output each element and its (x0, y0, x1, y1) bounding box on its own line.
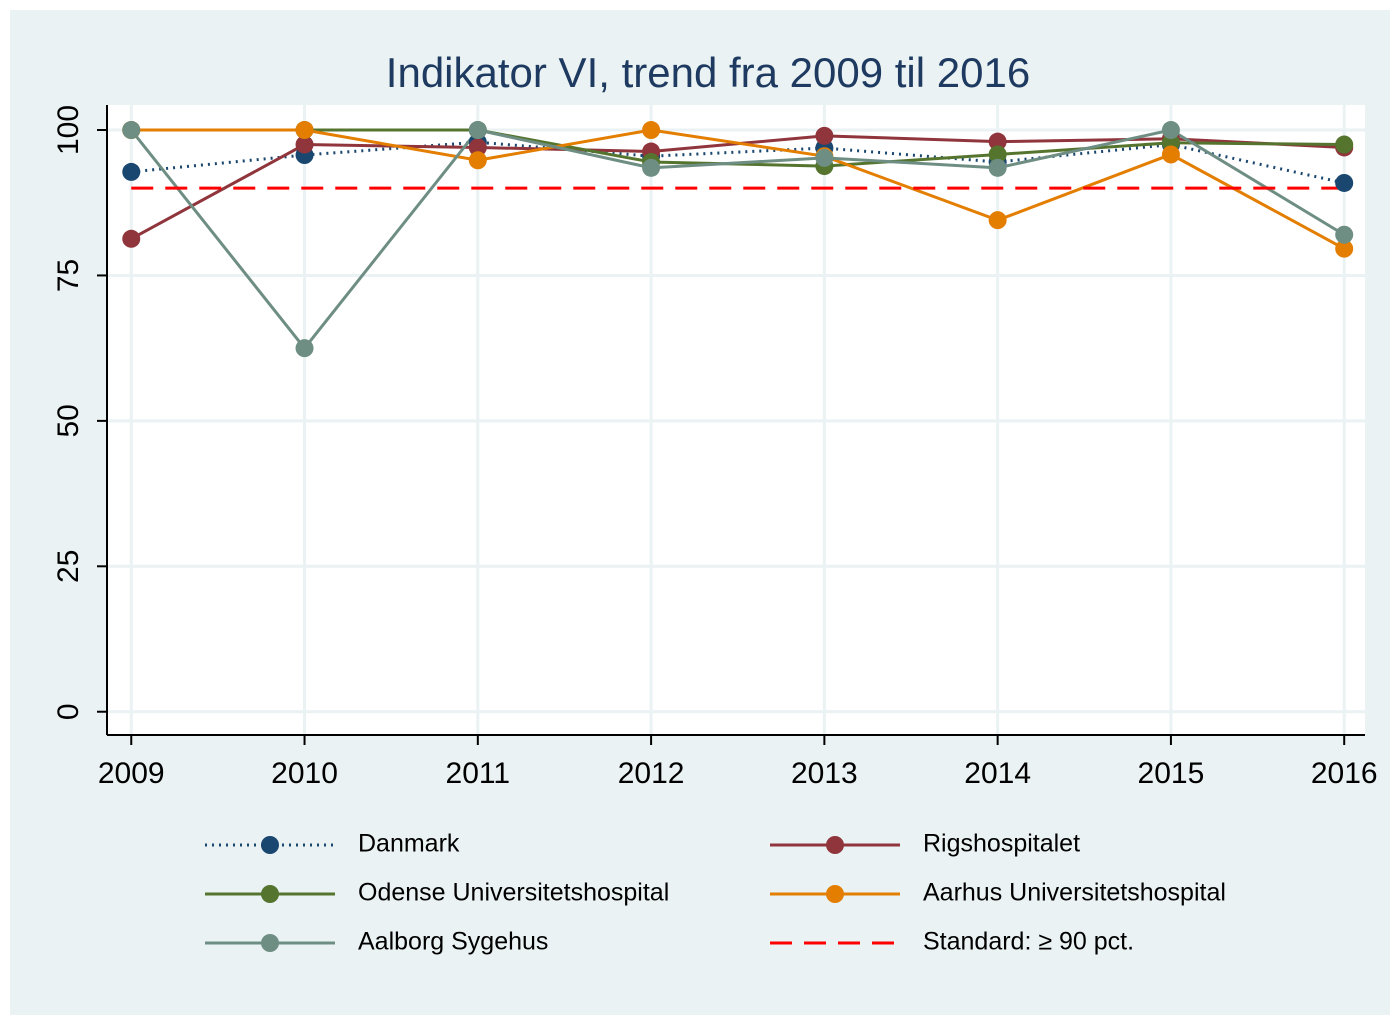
x-tick-label: 2010 (271, 757, 338, 790)
marker (815, 126, 834, 145)
marker (295, 135, 314, 154)
legend-label: Danmark (358, 830, 460, 858)
marker (295, 339, 314, 358)
x-tick-label: 2009 (98, 757, 165, 790)
x-tick-label: 2015 (1138, 757, 1205, 790)
legend-marker (826, 885, 844, 903)
marker (642, 158, 661, 177)
marker (642, 121, 661, 140)
x-tick-label: 2014 (964, 757, 1031, 790)
marker (1161, 145, 1180, 164)
marker (1335, 135, 1354, 154)
series-line (131, 140, 1345, 185)
legend-marker (261, 885, 279, 903)
marker (815, 148, 834, 167)
marker (122, 121, 141, 140)
x-tick-label: 2013 (791, 757, 858, 790)
marker (1335, 239, 1354, 258)
marker (1161, 121, 1180, 140)
marker (468, 121, 487, 140)
legend-marker (826, 836, 844, 854)
legend-label: Odense Universitetshospital (358, 879, 669, 907)
marker (295, 121, 314, 140)
y-tick-label: 25 (52, 550, 85, 583)
legend-label: Rigshospitalet (923, 830, 1080, 858)
legend-marker (261, 836, 279, 854)
marker (468, 138, 487, 157)
chart-title: Indikator VI, trend fra 2009 til 2016 (386, 49, 1030, 96)
x-tick-label: 2012 (618, 757, 685, 790)
marker (988, 145, 1007, 164)
marker (1335, 173, 1354, 192)
legend-marker (261, 934, 279, 952)
marker (988, 211, 1007, 230)
marker (1335, 225, 1354, 244)
series-line (130, 128, 1345, 351)
x-tick-label: 2016 (1311, 757, 1378, 790)
marker (988, 158, 1007, 177)
y-tick-label: 50 (52, 404, 85, 437)
series-line (131, 128, 1345, 251)
legend-label: Aalborg Sygehus (358, 928, 548, 956)
y-tick-label: 100 (52, 105, 85, 155)
marker (122, 229, 141, 248)
marker (122, 162, 141, 181)
y-tick-label: 75 (52, 259, 85, 292)
y-tick-label: 0 (52, 703, 85, 720)
legend-label: Standard: ≥ 90 pct. (923, 928, 1134, 956)
legend-label: Aarhus Universitetshospital (923, 879, 1226, 907)
marker (468, 151, 487, 170)
marker (988, 132, 1007, 151)
x-tick-label: 2011 (446, 757, 511, 790)
